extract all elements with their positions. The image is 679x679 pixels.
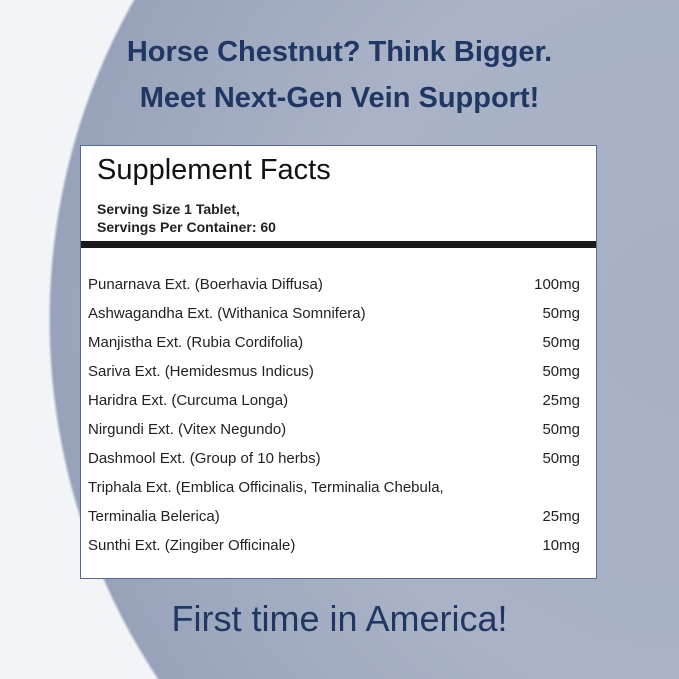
servings-per-container: Servings Per Container: 60 bbox=[97, 219, 276, 235]
ingredient-row: Nirgundi Ext. (Vitex Negundo) 50mg bbox=[88, 415, 580, 444]
ingredient-name: Nirgundi Ext. (Vitex Negundo) bbox=[88, 421, 287, 438]
ingredient-amount: 25mg bbox=[542, 392, 580, 409]
ingredient-row: Punarnava Ext. (Boerhavia Diffusa) 100mg bbox=[88, 270, 580, 299]
ingredient-row: Manjistha Ext. (Rubia Cordifolia) 50mg bbox=[88, 328, 580, 357]
ingredient-amount: 50mg bbox=[542, 334, 580, 351]
ingredient-amount: 25mg bbox=[542, 508, 580, 525]
divider-bar bbox=[81, 241, 596, 248]
ingredient-row: Sariva Ext. (Hemidesmus Indicus) 50mg bbox=[88, 357, 580, 386]
ingredient-name: Sunthi Ext. (Zingiber Officinale) bbox=[88, 537, 296, 554]
ingredient-name: Dashmool Ext. (Group of 10 herbs) bbox=[88, 450, 321, 467]
supplement-facts-panel: Supplement Facts Serving Size 1 Tablet, … bbox=[80, 145, 597, 579]
headline-line-1: Horse Chestnut? Think Bigger. bbox=[126, 36, 553, 68]
ingredient-name: Ashwagandha Ext. (Withanica Somnifera) bbox=[88, 305, 366, 322]
ingredient-row: Sunthi Ext. (Zingiber Officinale) 10mg bbox=[88, 531, 580, 560]
ingredient-row: Haridra Ext. (Curcuma Longa) 25mg bbox=[88, 386, 580, 415]
serving-size: Serving Size 1 Tablet, bbox=[97, 201, 240, 217]
ingredient-name: Manjistha Ext. (Rubia Cordifolia) bbox=[88, 334, 304, 351]
ingredient-name: Haridra Ext. (Curcuma Longa) bbox=[88, 392, 289, 409]
ingredient-name: Sariva Ext. (Hemidesmus Indicus) bbox=[88, 363, 314, 380]
serving-info: Serving Size 1 Tablet, Servings Per Cont… bbox=[97, 200, 276, 236]
ingredient-amount: 50mg bbox=[542, 421, 580, 438]
ingredient-name: Punarnava Ext. (Boerhavia Diffusa) bbox=[88, 276, 323, 293]
ingredient-name: Terminalia Belerica) bbox=[88, 508, 220, 525]
ingredient-amount: 100mg bbox=[534, 276, 580, 293]
headline-line-2: Meet Next-Gen Vein Support! bbox=[139, 82, 540, 114]
ingredient-amount: 50mg bbox=[542, 450, 580, 467]
footer-tagline: First time in America! bbox=[171, 598, 508, 639]
ingredient-amount: 10mg bbox=[542, 537, 580, 554]
ingredient-row: Terminalia Belerica) 25mg bbox=[88, 502, 580, 531]
ingredient-amount: 50mg bbox=[542, 305, 580, 322]
ingredient-row: Ashwagandha Ext. (Withanica Somnifera) 50… bbox=[88, 299, 580, 328]
ingredient-amount: 50mg bbox=[542, 363, 580, 380]
ingredient-name: Triphala Ext. (Emblica Officinalis, Term… bbox=[88, 479, 444, 496]
ingredient-row: Dashmool Ext. (Group of 10 herbs) 50mg bbox=[88, 444, 580, 473]
facts-title: Supplement Facts bbox=[97, 154, 331, 186]
ingredient-row: Triphala Ext. (Emblica Officinalis, Term… bbox=[88, 473, 580, 502]
headline: Horse Chestnut? Think Bigger. Meet Next-… bbox=[0, 29, 679, 121]
ingredient-list: Punarnava Ext. (Boerhavia Diffusa) 100mg A… bbox=[88, 270, 580, 560]
